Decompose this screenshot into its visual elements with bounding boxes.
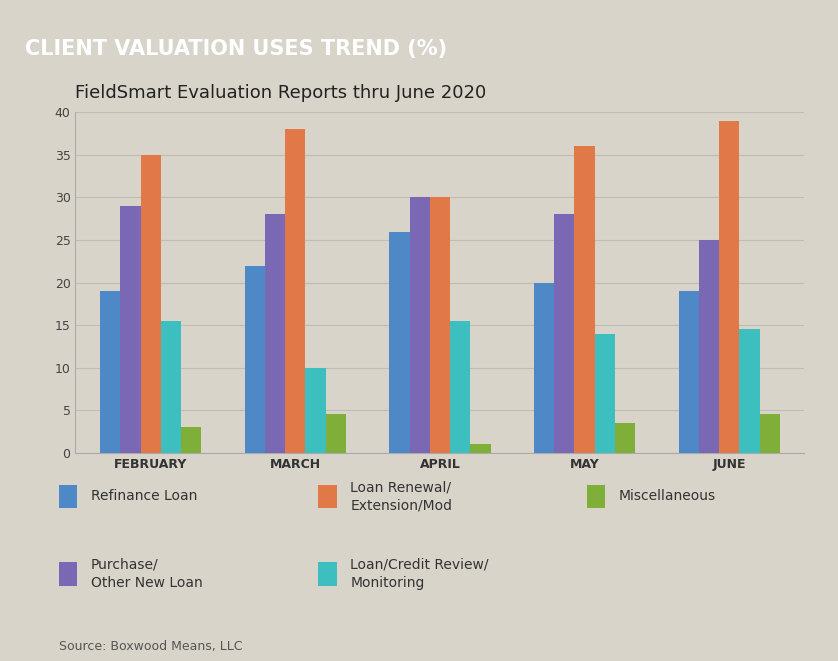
Text: FieldSmart Evaluation Reports thru June 2020: FieldSmart Evaluation Reports thru June …: [75, 85, 487, 102]
Bar: [410, 198, 430, 453]
Text: Purchase/
Other New Loan: Purchase/ Other New Loan: [91, 558, 202, 590]
Bar: [759, 414, 780, 453]
Text: Miscellaneous: Miscellaneous: [618, 490, 716, 504]
Bar: [326, 414, 346, 453]
Text: Loan Renewal/
Extension/Mod: Loan Renewal/ Extension/Mod: [350, 481, 453, 513]
FancyBboxPatch shape: [318, 563, 337, 586]
Text: Refinance Loan: Refinance Loan: [91, 490, 197, 504]
Bar: [121, 206, 141, 453]
Bar: [679, 291, 699, 453]
FancyBboxPatch shape: [318, 485, 337, 508]
Bar: [285, 130, 305, 453]
FancyBboxPatch shape: [59, 563, 77, 586]
Bar: [245, 266, 265, 453]
Bar: [615, 423, 635, 453]
Bar: [470, 444, 490, 453]
Bar: [305, 368, 326, 453]
Text: Loan/Credit Review/
Monitoring: Loan/Credit Review/ Monitoring: [350, 558, 489, 590]
Bar: [141, 155, 161, 453]
FancyBboxPatch shape: [59, 485, 77, 508]
Bar: [450, 321, 470, 453]
Bar: [595, 334, 615, 453]
Bar: [161, 321, 181, 453]
Text: CLIENT VALUATION USES TREND (%): CLIENT VALUATION USES TREND (%): [25, 39, 447, 59]
Bar: [739, 329, 759, 453]
Bar: [265, 214, 285, 453]
Bar: [430, 198, 450, 453]
Bar: [390, 231, 410, 453]
Bar: [181, 427, 201, 453]
FancyBboxPatch shape: [587, 485, 605, 508]
Bar: [100, 291, 121, 453]
Bar: [699, 240, 719, 453]
Bar: [719, 121, 739, 453]
Text: Source: Boxwood Means, LLC: Source: Boxwood Means, LLC: [59, 640, 242, 653]
Bar: [575, 147, 595, 453]
Bar: [534, 283, 554, 453]
Bar: [554, 214, 575, 453]
